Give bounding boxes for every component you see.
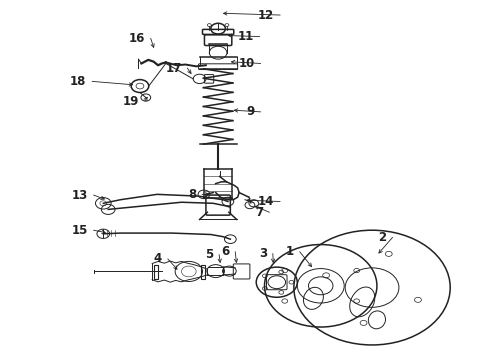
Text: 2: 2	[379, 231, 387, 244]
Text: 1: 1	[286, 245, 294, 258]
Text: 18: 18	[70, 75, 86, 88]
Text: 10: 10	[239, 57, 255, 70]
Text: 19: 19	[122, 95, 139, 108]
Text: 12: 12	[258, 9, 274, 22]
Text: 7: 7	[255, 206, 264, 219]
Text: 11: 11	[238, 30, 254, 43]
Text: 16: 16	[128, 32, 145, 45]
Text: 6: 6	[221, 245, 229, 258]
Bar	[201, 265, 205, 279]
Text: 8: 8	[188, 188, 196, 201]
Text: 5: 5	[205, 248, 213, 261]
Text: 15: 15	[71, 224, 88, 237]
Text: 13: 13	[72, 189, 88, 202]
Text: 3: 3	[259, 247, 267, 260]
Text: 4: 4	[154, 252, 162, 265]
Bar	[154, 265, 158, 279]
Text: 9: 9	[246, 105, 255, 118]
Text: 14: 14	[258, 195, 274, 208]
Text: 17: 17	[165, 62, 181, 75]
